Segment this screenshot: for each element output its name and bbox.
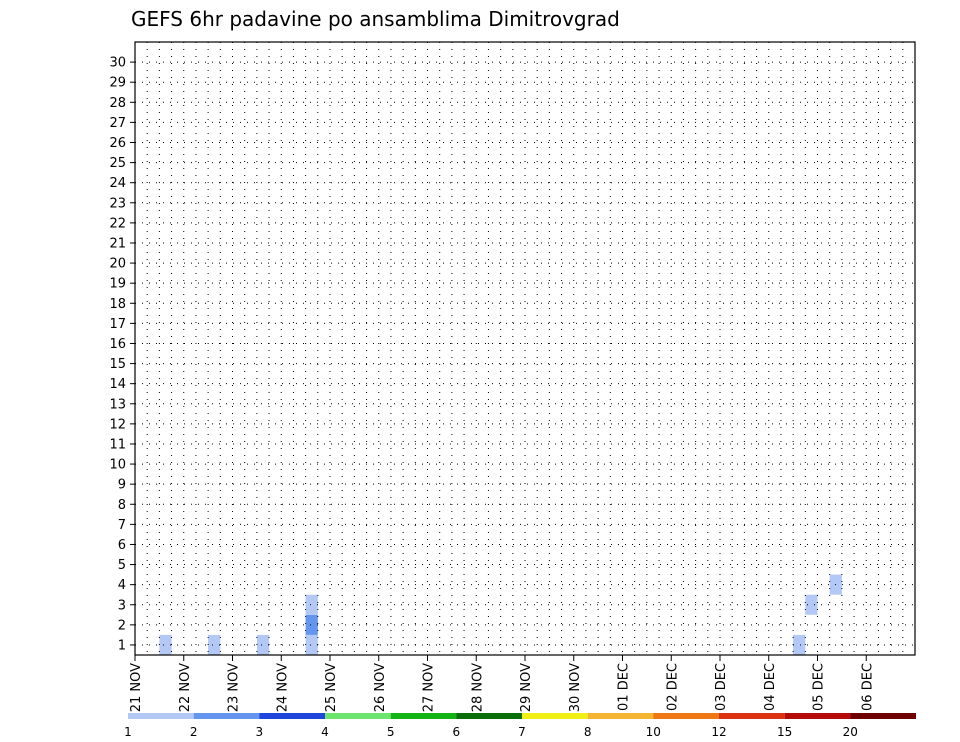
legend-label: 10 [646,725,661,739]
legend-swatch [719,713,785,719]
x-tick-label: 01 DEC [617,663,632,711]
legend-label: 7 [518,725,526,739]
y-tick-label: 3 [118,598,126,613]
legend-label: 2 [190,725,198,739]
legend-swatch [390,713,457,719]
x-tick-label: 06 DEC [860,663,875,711]
legend-label: 6 [452,725,460,739]
heatmap-cell [793,634,806,655]
x-tick-label: 28 NOV [470,663,485,712]
y-tick-label: 14 [109,377,126,392]
y-tick-label: 20 [109,257,126,272]
legend-label: 15 [777,725,792,739]
x-tick-label: 02 DEC [665,663,680,711]
legend-swatch [456,713,522,719]
y-tick-label: 21 [109,236,126,251]
y-tick-label: 27 [109,116,126,131]
y-tick-label: 16 [109,337,126,352]
x-tick-label: 25 NOV [324,663,339,712]
y-tick-label: 25 [109,156,126,171]
x-tick-label: 21 NOV [129,663,144,712]
x-tick-label: 05 DEC [812,663,827,711]
heatmap-cell [305,634,318,655]
y-tick-label: 9 [118,478,126,493]
cells-layer [159,574,842,655]
legend-label: 4 [321,725,329,739]
y-tick-label: 22 [109,216,126,231]
heatmap-cell [256,634,270,655]
heatmap-cell [159,634,172,655]
y-tick-label: 19 [109,277,126,292]
y-tick-label: 1 [118,638,126,653]
legend-swatch [653,713,719,719]
y-tick-label: 24 [109,176,126,191]
y-tick-label: 29 [109,76,126,91]
y-tick-label: 23 [109,196,126,211]
y-tick-label: 6 [118,538,126,553]
heatmap-cell [305,614,318,635]
x-tick-label: 04 DEC [763,663,778,711]
y-tick-label: 2 [118,618,126,633]
y-tick-label: 26 [109,136,126,151]
x-tick-label: 22 NOV [178,663,193,712]
legend-label: 8 [584,725,592,739]
heatmap-cell [208,634,221,655]
y-tick-label: 7 [118,518,126,533]
y-tick-label: 11 [109,437,126,452]
legend-label: 5 [387,725,395,739]
color-legend: 1 2 3 4 5 6 7 8 10 12 15 20 [124,713,916,739]
y-tick-label: 17 [109,317,126,332]
x-tick-label: 29 NOV [519,663,534,712]
legend-swatch [587,713,654,719]
y-tick-label: 18 [109,297,126,312]
x-tick-label: 03 DEC [714,663,729,711]
y-tick-label: 12 [109,417,126,432]
x-tick-label: 24 NOV [275,663,290,712]
legend-label: 1 [124,725,132,739]
x-tick-label: 26 NOV [373,663,388,712]
legend-label: 20 [843,725,858,739]
legend-swatch [325,713,391,719]
y-tick-label: 8 [118,498,126,513]
x-tick-label: 27 NOV [422,663,437,712]
legend-swatch [522,713,588,719]
y-tick-label: 15 [109,357,126,372]
legend-swatch [784,713,851,719]
y-tick-label: 13 [109,397,126,412]
y-tick-label: 5 [118,558,126,573]
legend-swatch [193,713,260,719]
legend-swatch [128,713,194,719]
legend-label: 12 [711,725,726,739]
chart-title: GEFS 6hr padavine po ansamblima Dimitrov… [131,7,620,31]
y-tick-label: 28 [109,96,126,111]
heatmap-cell [805,594,818,615]
y-tick-label: 10 [109,458,126,473]
legend-swatch [850,713,916,719]
x-axis: 21 NOV 22 NOV 23 NOV 24 NOV 25 NOV 26 NOV 27 N… [129,655,875,712]
heatmap-cell [305,594,318,615]
x-tick-label: 23 NOV [227,663,242,712]
y-tick-label: 30 [109,56,126,71]
legend-label: 3 [255,725,263,739]
y-axis: 1234567891011121314151617181920212223242… [109,56,135,653]
x-tick-label: 30 NOV [568,663,583,712]
legend-swatch [259,713,325,719]
grid-layer [134,42,915,655]
y-tick-label: 4 [118,578,126,593]
